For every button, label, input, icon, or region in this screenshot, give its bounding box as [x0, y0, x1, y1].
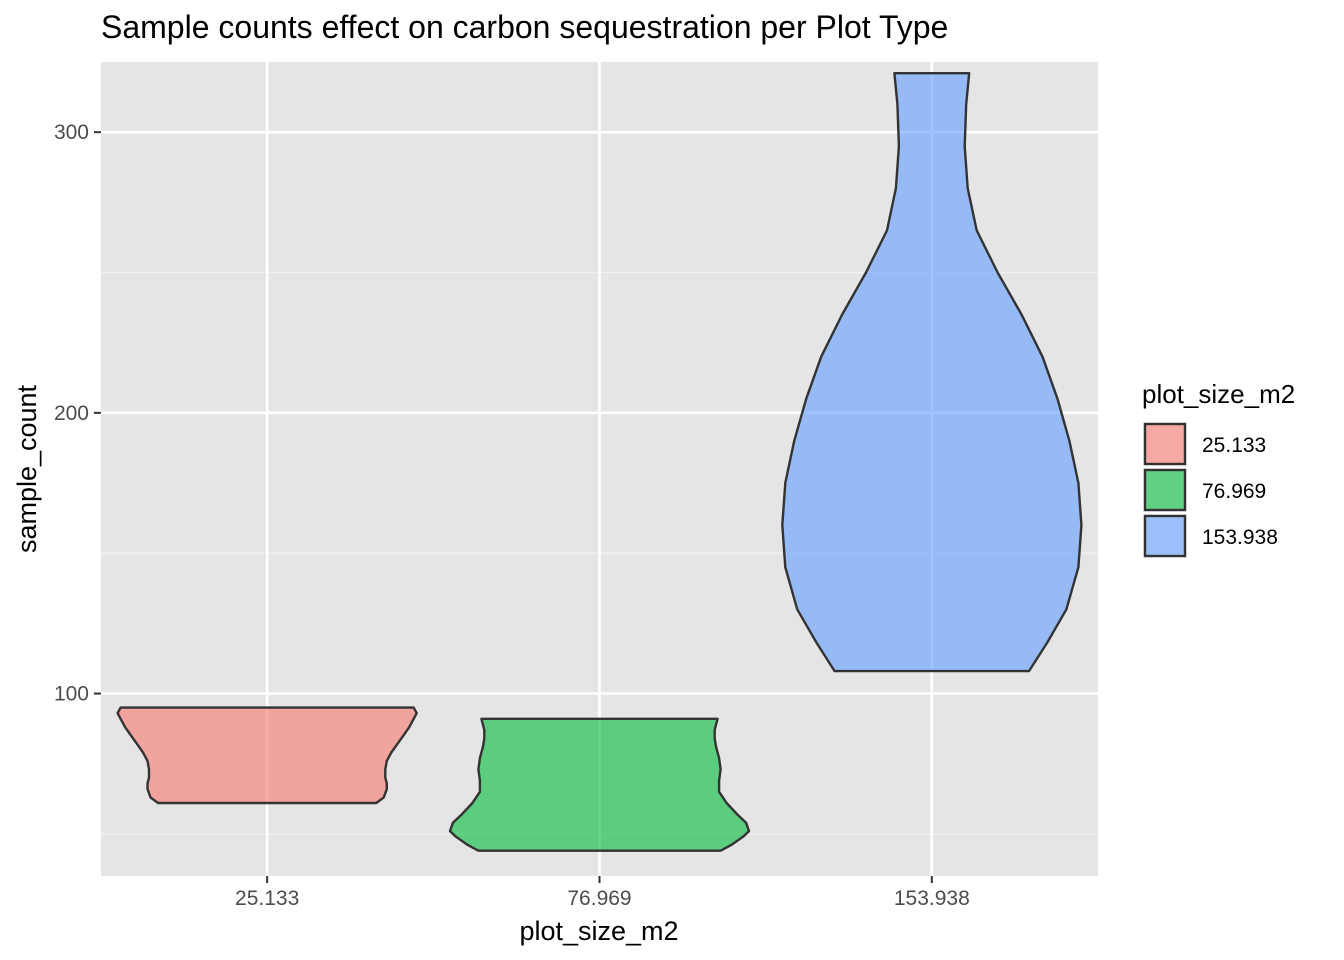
x-axis-title: plot_size_m2 — [519, 916, 678, 946]
legend-label: 25.133 — [1202, 434, 1266, 457]
x-tick-label: 76.969 — [567, 887, 631, 910]
violin-76.969 — [448, 717, 751, 852]
y-tick-label: 100 — [54, 683, 89, 706]
x-tick-label: 153.938 — [894, 887, 970, 910]
legend-swatch-25.133 — [1143, 422, 1187, 466]
x-axis-ticks: 25.133 76.969 153.938 — [235, 876, 970, 910]
x-tick-label: 25.133 — [235, 887, 299, 910]
chart-title: Sample counts effect on carbon sequestra… — [101, 9, 948, 45]
legend: plot_size_m2 25.133 76.969 153.938 — [1142, 379, 1295, 558]
legend-swatch-153.938 — [1143, 514, 1187, 558]
legend-title: plot_size_m2 — [1142, 379, 1295, 409]
y-tick-label: 300 — [54, 121, 89, 144]
y-axis-title: sample_count — [12, 384, 42, 553]
legend-label: 153.938 — [1202, 526, 1278, 549]
legend-swatch-76.969 — [1143, 468, 1187, 512]
legend-label: 76.969 — [1202, 480, 1266, 503]
y-axis-ticks: 100 200 300 — [54, 121, 101, 706]
violin-25.133 — [116, 706, 418, 805]
legend-items: 25.133 76.969 153.938 — [1143, 422, 1278, 558]
violins — [116, 72, 1083, 852]
violin-153.938 — [781, 72, 1083, 673]
y-tick-label: 200 — [54, 402, 89, 425]
